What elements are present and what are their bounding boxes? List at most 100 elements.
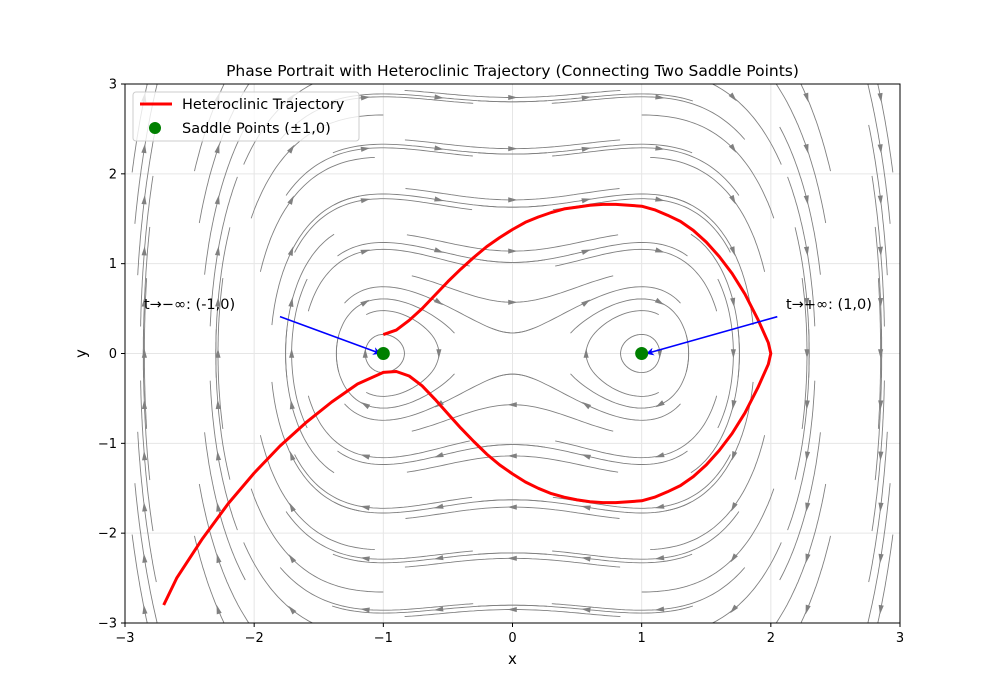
streamline-arrow bbox=[508, 248, 518, 254]
streamline-arrow bbox=[214, 246, 221, 256]
streamline bbox=[271, 381, 360, 512]
streamline-arrow bbox=[878, 604, 884, 615]
streamline-arrow bbox=[360, 607, 370, 613]
streamline-arrow bbox=[287, 246, 294, 256]
streamline-arrow bbox=[878, 502, 884, 513]
streamline bbox=[867, 84, 891, 224]
streamline-arrow bbox=[581, 401, 592, 410]
y-axis-label: y bbox=[72, 349, 90, 358]
legend-saddle-label: Saddle Points (±1,0) bbox=[182, 121, 331, 137]
streamline-arrow bbox=[360, 505, 370, 511]
streamline bbox=[250, 488, 384, 593]
x-tick-label: 3 bbox=[896, 631, 904, 646]
streamline-arrow bbox=[730, 349, 736, 359]
streamline-arrow bbox=[433, 606, 444, 612]
streamline-arrow bbox=[434, 94, 444, 100]
annotation-layer: t→−∞: (-1,0) t→+∞: (1,0) bbox=[144, 297, 872, 360]
streamline-arrow bbox=[877, 92, 883, 103]
streamline bbox=[877, 534, 894, 623]
streamline bbox=[491, 373, 681, 421]
streamline-arrow bbox=[655, 145, 665, 151]
streamline-arrow bbox=[655, 196, 665, 202]
streamline-arrow bbox=[215, 450, 222, 461]
streamline-arrow bbox=[731, 400, 737, 410]
x-tick-label: 1 bbox=[638, 631, 646, 646]
streamline bbox=[134, 483, 158, 623]
streamline-arrow bbox=[730, 297, 736, 308]
streamline bbox=[259, 435, 375, 551]
streamline bbox=[877, 84, 894, 173]
streamline-arrow bbox=[507, 555, 517, 561]
heteroclinic-trajectory-line bbox=[162, 202, 773, 606]
streamline-arrow bbox=[655, 400, 665, 408]
streamline-arrow bbox=[287, 195, 294, 205]
streamline-arrow bbox=[507, 606, 517, 613]
streamline bbox=[551, 96, 746, 140]
streamline-arrow bbox=[581, 505, 591, 511]
streamline-arrow bbox=[878, 451, 884, 461]
streamline bbox=[867, 483, 891, 623]
streamline bbox=[555, 395, 718, 459]
streamline bbox=[307, 248, 470, 312]
x-tick-label: −3 bbox=[115, 631, 134, 646]
streamline-arrow bbox=[288, 605, 297, 615]
streamline-arrow bbox=[287, 144, 295, 154]
x-tick-label: 0 bbox=[508, 631, 516, 646]
streamline-arrow bbox=[803, 246, 810, 257]
streamline-arrow bbox=[654, 503, 665, 509]
streamline bbox=[491, 286, 681, 334]
streamline-arrow bbox=[289, 399, 295, 410]
streamline-arrow bbox=[730, 553, 738, 563]
streamline bbox=[259, 156, 375, 272]
streamline-arrow bbox=[433, 503, 444, 509]
streamline-arrow bbox=[214, 194, 220, 205]
streamline bbox=[140, 380, 154, 532]
streamline-arrow bbox=[731, 451, 738, 461]
streamline-arrow bbox=[877, 144, 883, 154]
streamline-arrow bbox=[654, 297, 665, 305]
streamline-arrow bbox=[288, 554, 297, 564]
streamline-arrow bbox=[507, 402, 517, 408]
streamline-arrow bbox=[805, 553, 811, 564]
streamline-arrow bbox=[141, 194, 147, 205]
saddle-point-marker bbox=[376, 347, 390, 360]
annotation-label: t→+∞: (1,0) bbox=[786, 297, 872, 313]
streamline-arrow bbox=[436, 349, 442, 359]
streamline-arrow bbox=[730, 604, 739, 614]
y-tick-label: −2 bbox=[98, 527, 117, 542]
streamline bbox=[194, 535, 225, 623]
streamline-arrow bbox=[654, 555, 665, 561]
streamline-arrow bbox=[508, 94, 518, 101]
y-tick-label: 0 bbox=[109, 347, 117, 362]
legend-saddle-swatch bbox=[149, 122, 161, 134]
streamline bbox=[344, 286, 534, 334]
streamline-arrow bbox=[434, 196, 444, 202]
streamline-arrow bbox=[433, 297, 444, 306]
y-tick-label: 1 bbox=[109, 257, 117, 272]
streamline-arrow bbox=[581, 607, 591, 613]
streamline-arrow bbox=[141, 246, 147, 256]
streamline-arrow bbox=[360, 402, 371, 410]
streamline bbox=[279, 567, 474, 611]
streamline-arrow bbox=[878, 400, 884, 410]
streamline-arrow bbox=[804, 400, 810, 410]
legend: Heteroclinic Trajectory Saddle Points (±… bbox=[132, 91, 360, 142]
y-tick-label: −3 bbox=[98, 617, 117, 632]
streamline-arrow bbox=[142, 553, 148, 563]
streamline-arrow bbox=[877, 246, 883, 257]
streamline-arrow bbox=[360, 556, 370, 562]
streamline-arrow bbox=[508, 197, 518, 203]
chart-title: Phase Portrait with Heteroclinic Traject… bbox=[226, 62, 799, 80]
streamline-arrow bbox=[654, 452, 665, 458]
streamline-arrow bbox=[434, 452, 444, 458]
x-tick-label: −2 bbox=[245, 631, 264, 646]
y-tick-label: 2 bbox=[109, 167, 117, 182]
grid-lines bbox=[124, 83, 901, 624]
annotation-arrow bbox=[645, 315, 778, 356]
streamline-arrow bbox=[805, 502, 811, 513]
streamline-arrow bbox=[360, 146, 371, 152]
streamline bbox=[551, 567, 746, 611]
streamline bbox=[335, 298, 455, 372]
streamline bbox=[775, 483, 827, 623]
